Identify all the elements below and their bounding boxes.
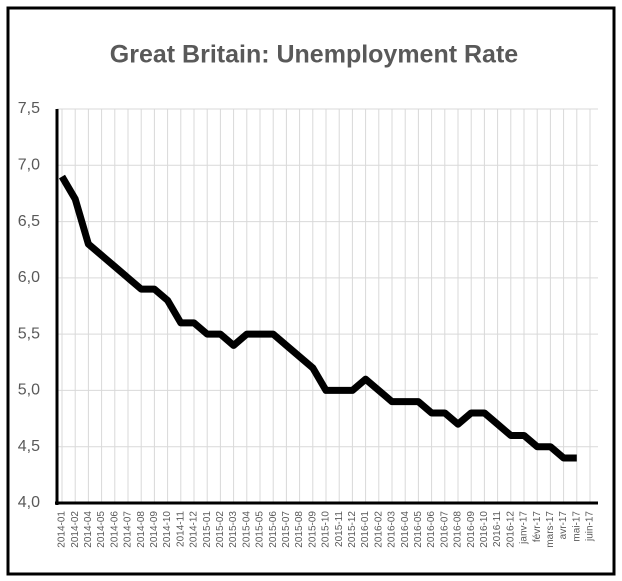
y-tick-label: 5,0: [18, 382, 40, 399]
x-tick-label: janv-17: [519, 511, 530, 545]
x-tick-label: 2016-03: [387, 511, 398, 548]
chart-title: Great Britain: Unemployment Rate: [110, 41, 519, 69]
x-tick-label: 2014-06: [109, 511, 120, 548]
x-tick-label: 2016-01: [360, 511, 371, 548]
x-tick-label: 2016-12: [505, 511, 516, 548]
x-tick-label: 2016-05: [413, 511, 424, 548]
x-tick-label: 2016-07: [439, 511, 450, 548]
x-tick-label: mars-17: [545, 511, 556, 548]
x-tick-label: 2016-09: [466, 511, 477, 548]
x-tick-label: 2015-03: [228, 511, 239, 548]
x-tick-label: 2014-05: [96, 511, 107, 548]
y-tick-label: 6,5: [18, 213, 40, 230]
x-tick-label: 2014-12: [189, 511, 200, 548]
x-tick-label: 2016-10: [479, 511, 490, 548]
x-tick-label: 2015-09: [307, 511, 318, 548]
plot: [58, 174, 577, 462]
x-tick-label: 2015-01: [202, 511, 213, 548]
x-tick-label: 2016-11: [492, 511, 503, 547]
x-tick-label: 2015-04: [241, 511, 252, 548]
x-tick-label: avr-17: [558, 511, 569, 540]
x-tick-label: févr-17: [532, 511, 543, 543]
line: [58, 174, 577, 462]
x-tick-label: 2015-05: [255, 511, 266, 548]
x-tick-label: 2016-02: [373, 511, 384, 548]
x-tick-label: 2014-10: [162, 511, 173, 548]
x-tick-label: 2014-02: [70, 511, 81, 548]
x-tick-label: 2014-04: [83, 511, 94, 548]
y-tick-label: 4,5: [18, 438, 40, 455]
y-tick-label: 7,5: [18, 100, 40, 117]
x-tick-label: 2016-08: [453, 511, 464, 548]
frame: [6, 6, 616, 576]
x-tick-label: 2015-06: [268, 511, 279, 548]
y-tick-label: 5,5: [18, 325, 40, 342]
x-tick-label: 2014-09: [149, 511, 160, 548]
x-tick-label: 2016-04: [400, 511, 411, 548]
x-tick-label: 2014-01: [57, 511, 68, 548]
x-tick-label: mai-17: [571, 511, 582, 542]
x-tick-label: 2014-07: [123, 511, 134, 548]
x-tick-label: 2015-11: [334, 511, 345, 547]
x-tick-label: 2015-10: [321, 511, 332, 548]
x-tick-label: 2014-08: [136, 511, 147, 548]
x-tick-label: 2016-06: [426, 511, 437, 548]
y-tick-label: 4,0: [18, 494, 40, 511]
y-tick-label: 6,0: [18, 269, 40, 286]
x-tick-label: 2015-02: [215, 511, 226, 548]
x-tick-label: 2015-12: [347, 511, 358, 548]
x-tick-label: juin-17: [585, 511, 596, 542]
x-tick-label: 2015-08: [294, 511, 305, 548]
x-tick-label: 2014-11: [175, 511, 186, 547]
y-tick-label: 7,0: [18, 157, 40, 174]
x-tick-label: 2015-07: [281, 511, 292, 548]
